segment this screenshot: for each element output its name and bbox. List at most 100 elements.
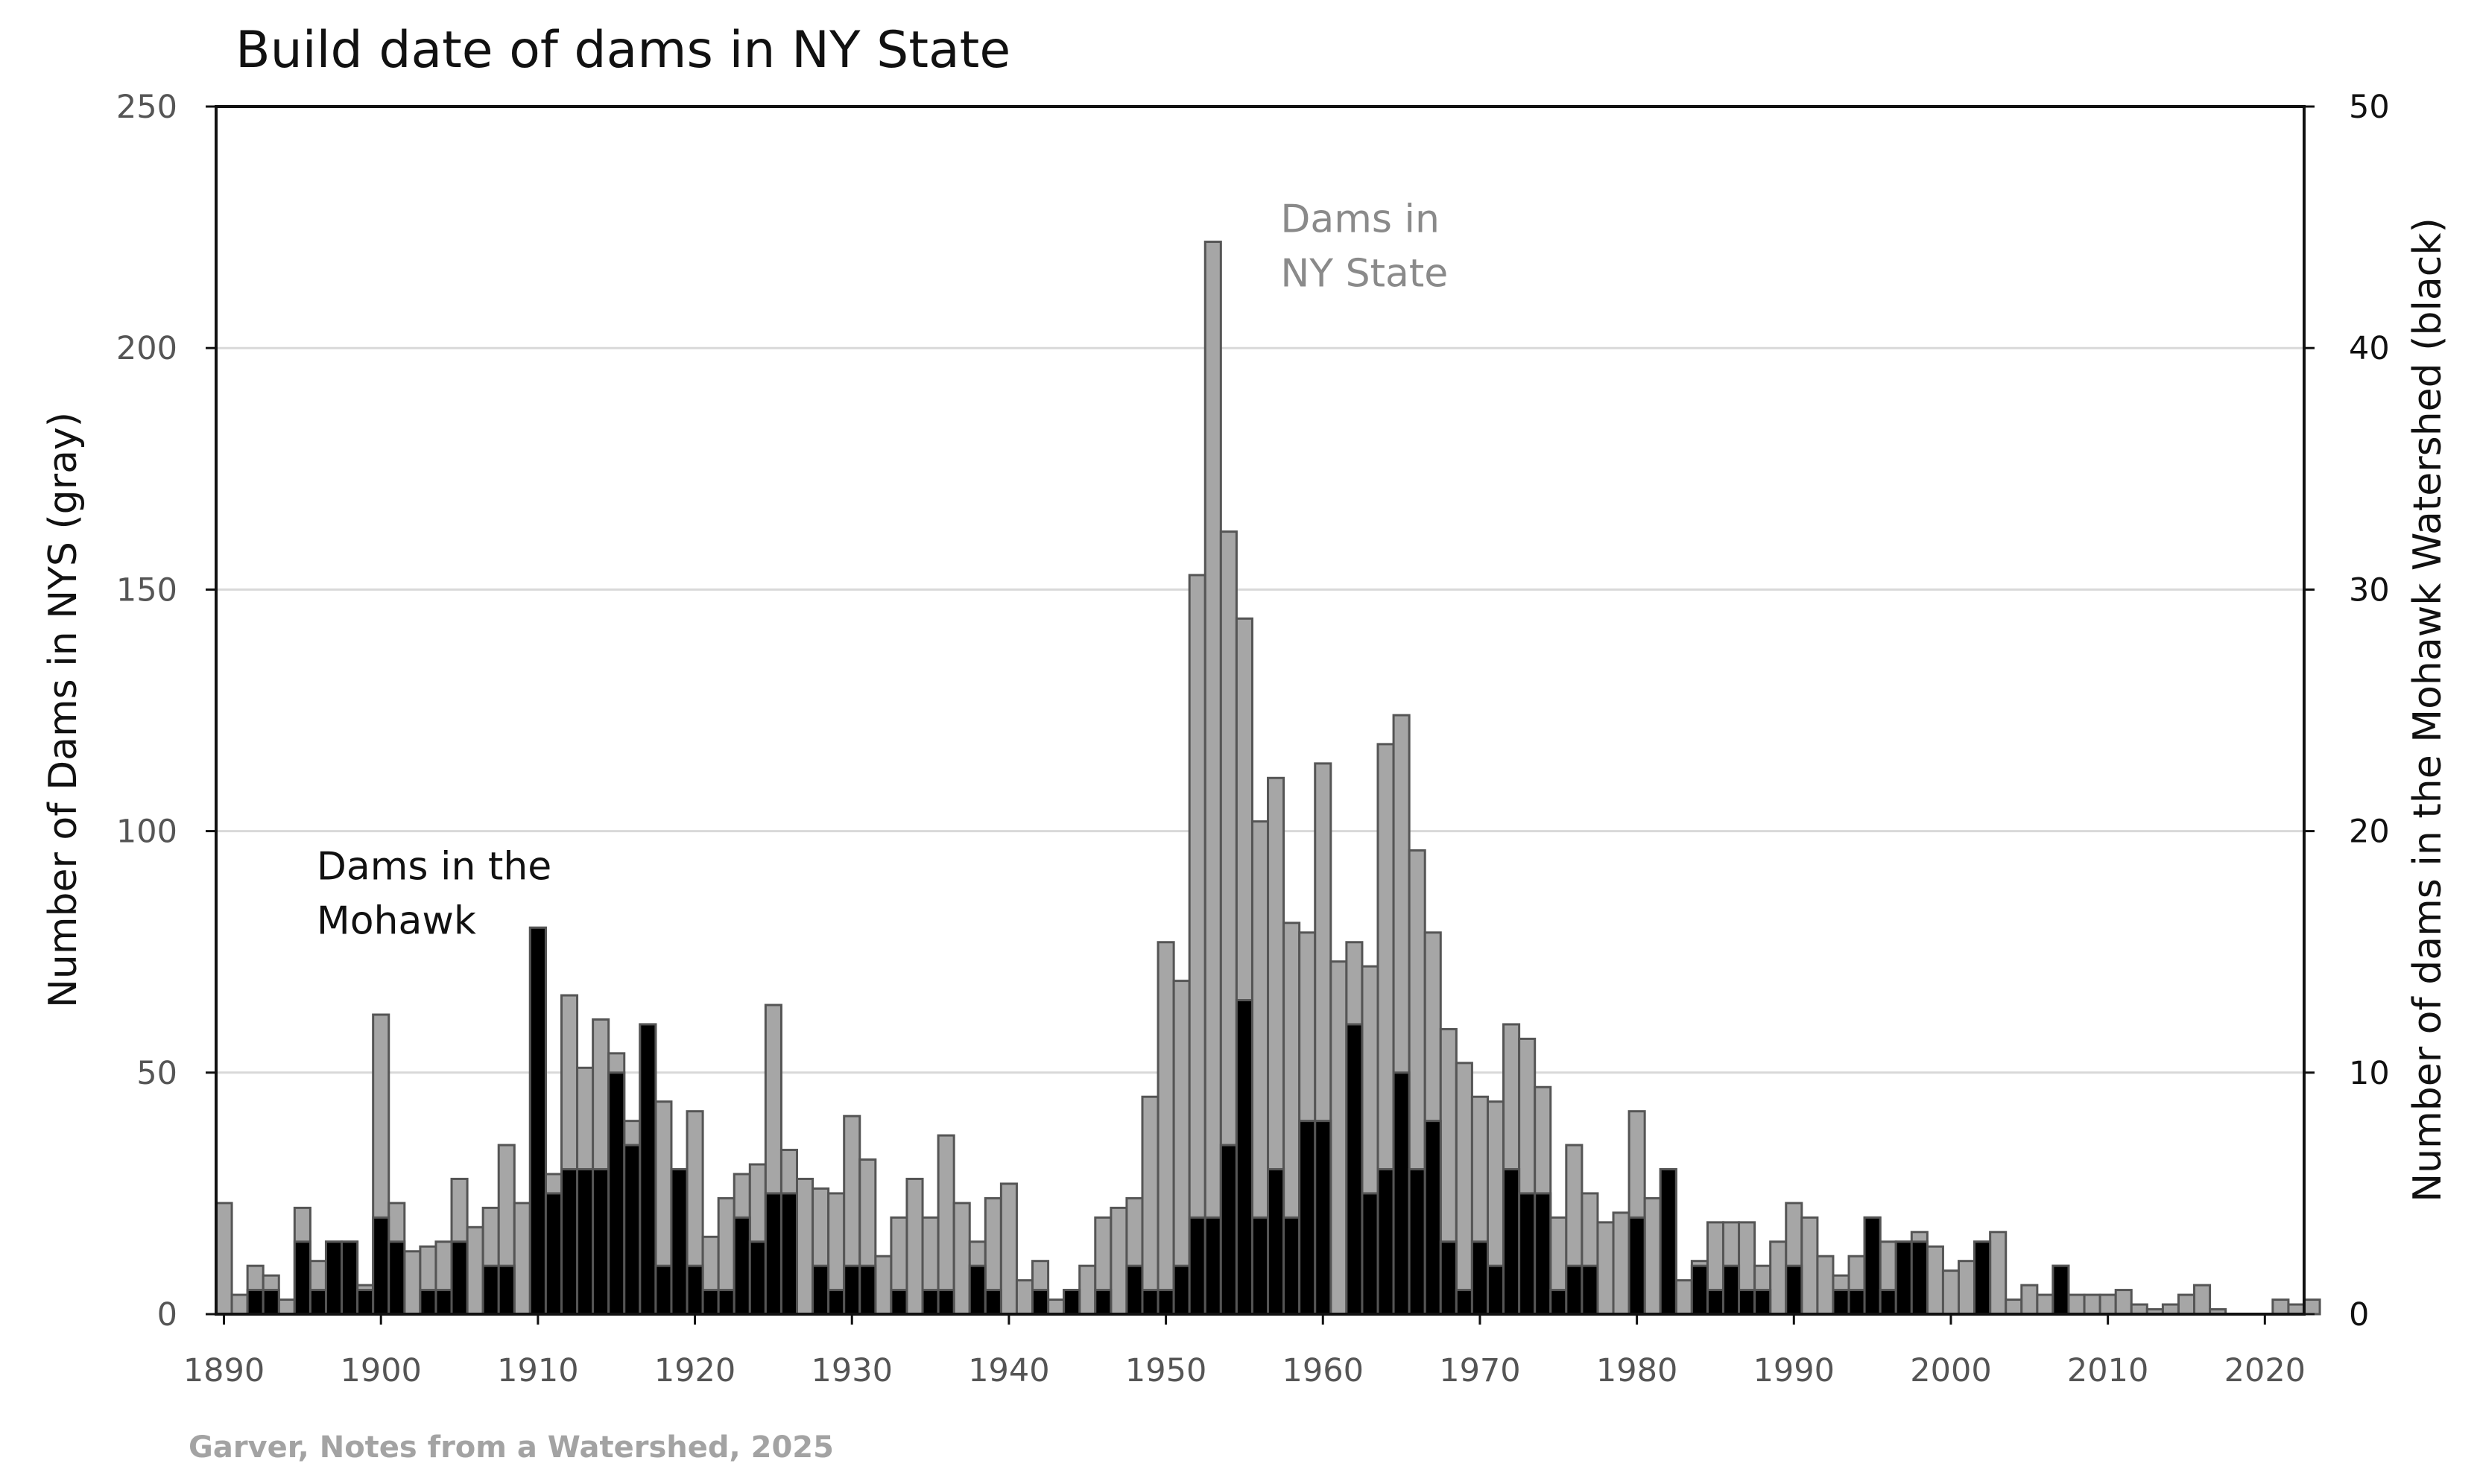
mohawk-bar <box>779 1192 799 1316</box>
mohawk-bar <box>654 1264 673 1316</box>
mohawk-bar <box>1785 1264 1803 1316</box>
mohawk-bar <box>1188 1216 1206 1316</box>
nys-bar <box>1674 1279 1693 1316</box>
mohawk-bar <box>1470 1240 1489 1316</box>
mohawk-bar <box>1863 1216 1882 1316</box>
chart-title: Build date of dams in NY State <box>235 21 1010 80</box>
mohawk-bar <box>1894 1240 1913 1316</box>
nys-bar <box>1329 960 1348 1316</box>
mohawk-bar <box>1753 1289 1772 1316</box>
mohawk-bar <box>387 1240 406 1316</box>
right-tick-label: 0 <box>2349 1296 2369 1334</box>
left-axis-ticks: 0 50 100 150 200 250 <box>116 89 216 1334</box>
mohawk-bar <box>1706 1289 1724 1316</box>
nys-bar <box>1926 1245 1944 1316</box>
mohawk-bar <box>450 1240 469 1316</box>
mohawk-bar <box>1203 1216 1222 1316</box>
nys-bar <box>999 1182 1018 1316</box>
nys-bar <box>1643 1196 1662 1316</box>
mohawk-bar <box>372 1216 390 1316</box>
x-tick-label: 1990 <box>1753 1352 1835 1389</box>
nys-bar <box>277 1298 296 1316</box>
right-axis-ticks: 0 10 20 30 40 50 <box>2304 89 2390 1334</box>
right-axis-label: Number of dams in the Mohawk Watershed (… <box>2405 218 2450 1202</box>
mohawk-bar <box>1439 1240 1458 1316</box>
mohawk-bar <box>1376 1167 1395 1316</box>
nys-bar <box>796 1177 814 1316</box>
left-tick-label: 200 <box>116 330 177 367</box>
nys-bar <box>1203 241 1222 1316</box>
nys-annotation: Dams in NY State <box>1280 197 1448 297</box>
x-tick-label: 1980 <box>1596 1352 1677 1389</box>
mohawk-bar <box>528 926 547 1316</box>
nys-bar <box>1047 1298 1066 1316</box>
nys-bar <box>1455 1062 1473 1316</box>
x-tick-label: 1910 <box>497 1352 578 1389</box>
mohawk-bar <box>1392 1071 1411 1316</box>
nys-bar <box>2067 1293 2086 1316</box>
mohawk-bar <box>356 1289 375 1316</box>
mohawk-annotation: Dams in the Mohawk <box>317 844 551 943</box>
nys-bar <box>1612 1211 1630 1316</box>
mohawk-bar <box>733 1216 751 1316</box>
mohawk-bar <box>434 1289 453 1316</box>
mohawk-bar <box>1157 1289 1175 1316</box>
nys-bar <box>2020 1284 2039 1316</box>
x-axis-ticks: 1890 1900 1910 1920 1930 1940 1950 1960 1970 1980… <box>183 1314 2306 1389</box>
mohawk-bar <box>1879 1289 1897 1316</box>
mohawk-bar <box>1282 1216 1301 1316</box>
x-tick-label: 1970 <box>1439 1352 1520 1389</box>
mohawk-bar <box>341 1240 359 1316</box>
right-tick-label: 20 <box>2349 814 2390 851</box>
mohawk-bar <box>1627 1216 1646 1316</box>
mohawk-bar <box>1345 1023 1364 1316</box>
nys-bar <box>1958 1260 1976 1316</box>
mohawk-bar <box>1518 1192 1537 1316</box>
mohawk-bar <box>937 1289 955 1316</box>
mohawk-bar <box>1502 1167 1521 1316</box>
mohawk-bar <box>1250 1216 1270 1316</box>
mohawk-bar <box>1721 1264 1741 1316</box>
nys-bar <box>1596 1221 1615 1316</box>
mohawk-bar <box>293 1240 311 1316</box>
mohawk-bar <box>1659 1167 1677 1316</box>
right-tick-label: 50 <box>2349 89 2390 126</box>
annotation-line: Dams in the <box>317 844 551 889</box>
x-tick-label: 1940 <box>968 1352 1049 1389</box>
nys-bar <box>1941 1269 1961 1316</box>
x-tick-label: 1930 <box>812 1352 893 1389</box>
x-tick-label: 1920 <box>654 1352 735 1389</box>
mohawk-bar <box>686 1264 704 1316</box>
mohawk-bar <box>576 1167 595 1316</box>
x-tick-label: 1960 <box>1282 1352 1364 1389</box>
mohawk-bar <box>1847 1289 1866 1316</box>
nys-bar <box>2271 1298 2290 1316</box>
nys-bar <box>1015 1279 1034 1316</box>
mohawk-bar <box>1455 1289 1473 1316</box>
nys-bar <box>2036 1293 2054 1316</box>
nys-bar <box>1769 1240 1788 1316</box>
mohawk-bar <box>1486 1264 1505 1316</box>
nys-bar <box>905 1177 924 1316</box>
nys-bar <box>513 1202 531 1316</box>
left-axis-label: Number of Dams in NYS (gray) <box>41 412 86 1008</box>
left-tick-label: 0 <box>157 1296 177 1334</box>
mohawk-bar <box>419 1289 437 1316</box>
mohawk-bar <box>717 1289 735 1316</box>
mohawk-bar <box>324 1240 344 1316</box>
mohawk-bar <box>1565 1264 1584 1316</box>
mohawk-bar <box>2051 1264 2070 1316</box>
mohawk-bar <box>1581 1264 1599 1316</box>
nys-bar <box>2005 1298 2023 1316</box>
nys-bar <box>1172 980 1191 1316</box>
mohawk-bar <box>1125 1264 1144 1316</box>
nys-bar <box>2193 1284 2212 1316</box>
left-tick-label: 250 <box>116 89 177 126</box>
left-tick-label: 150 <box>116 571 177 609</box>
mohawk-bar <box>481 1264 500 1316</box>
x-tick-label: 2000 <box>1910 1352 1991 1389</box>
nys-bar <box>2083 1293 2101 1316</box>
mohawk-bar <box>1738 1289 1756 1316</box>
left-tick-label: 100 <box>116 814 177 851</box>
annotation-line: Dams in <box>1280 197 1440 242</box>
